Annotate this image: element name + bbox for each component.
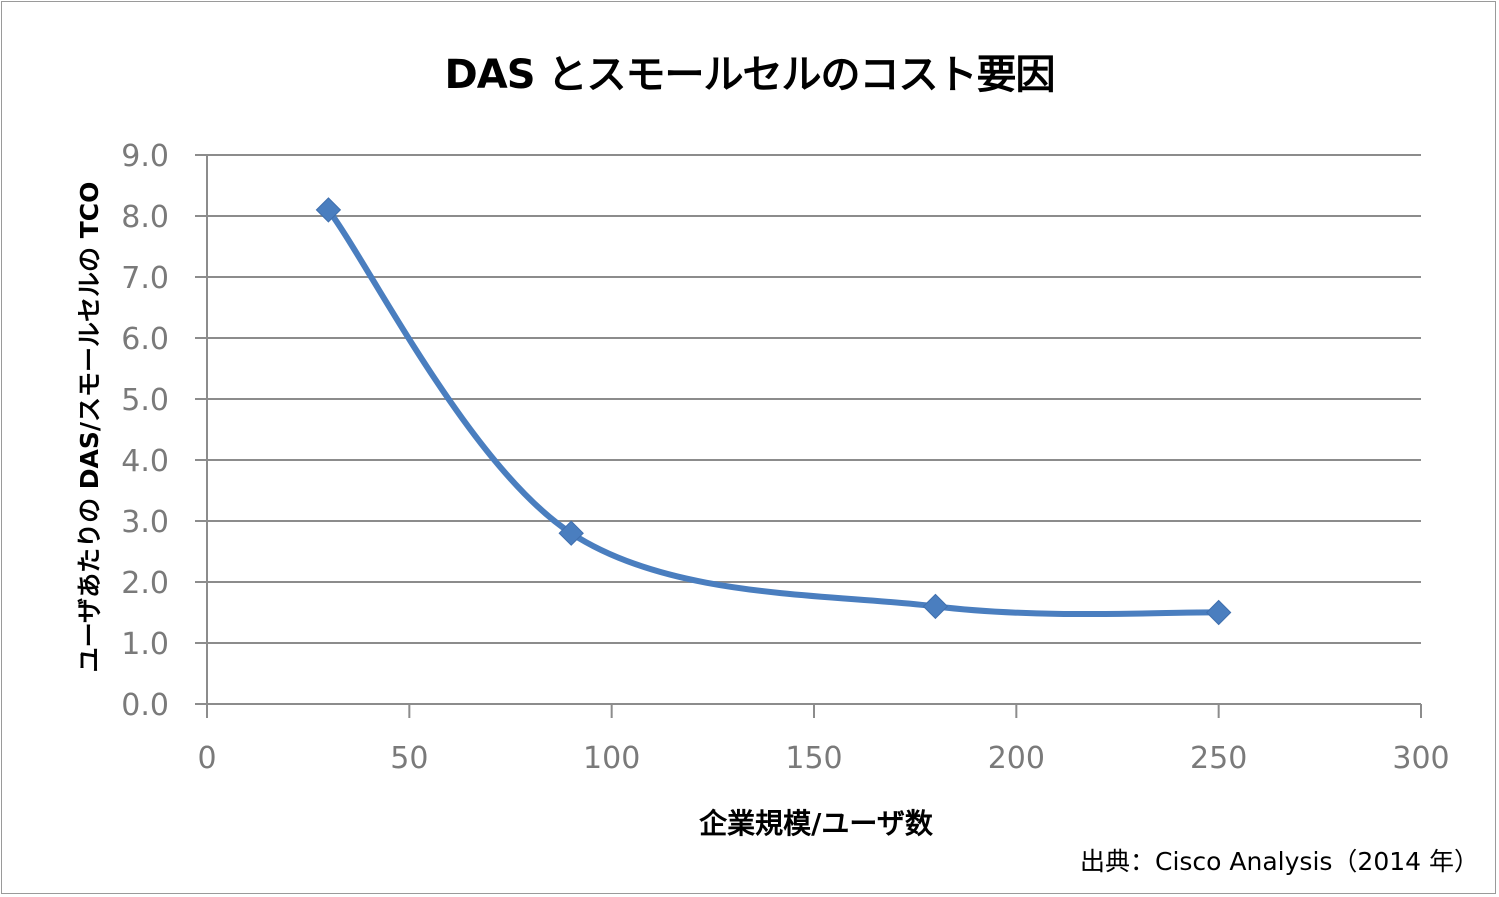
data-point-marker	[922, 593, 949, 620]
y-tick-label: 9.0	[121, 139, 169, 174]
source-note: 出典：Cisco Analysis（2014 年）	[1080, 847, 1479, 876]
y-tick-label: 5.0	[121, 383, 169, 418]
y-tick-label: 4.0	[121, 444, 169, 479]
x-tick-label: 200	[988, 741, 1045, 776]
x-tick-label: 0	[197, 741, 216, 776]
data-point-marker	[315, 197, 342, 223]
x-tick-label: 50	[390, 741, 428, 776]
chart-title: DAS とスモールセルのコスト要因	[444, 52, 1056, 98]
y-tick-label: 6.0	[121, 322, 169, 357]
x-axis-label: 企業規模/ユーザ数	[699, 807, 933, 840]
y-tick-label: 7.0	[121, 261, 169, 296]
data-point-marker	[1205, 599, 1232, 626]
x-tick-label: 250	[1190, 741, 1247, 776]
x-tick-label: 300	[1392, 741, 1449, 776]
y-tick-label: 3.0	[121, 505, 169, 540]
y-tick-label: 8.0	[121, 200, 169, 235]
y-tick-label: 1.0	[121, 627, 169, 662]
series-line	[325, 206, 1222, 618]
data-point-marker	[558, 520, 584, 546]
y-tick-label: 2.0	[121, 566, 169, 601]
x-tick-label: 100	[583, 741, 640, 776]
y-tick-label: 0.0	[121, 688, 169, 723]
x-tick-label: 150	[785, 741, 842, 776]
